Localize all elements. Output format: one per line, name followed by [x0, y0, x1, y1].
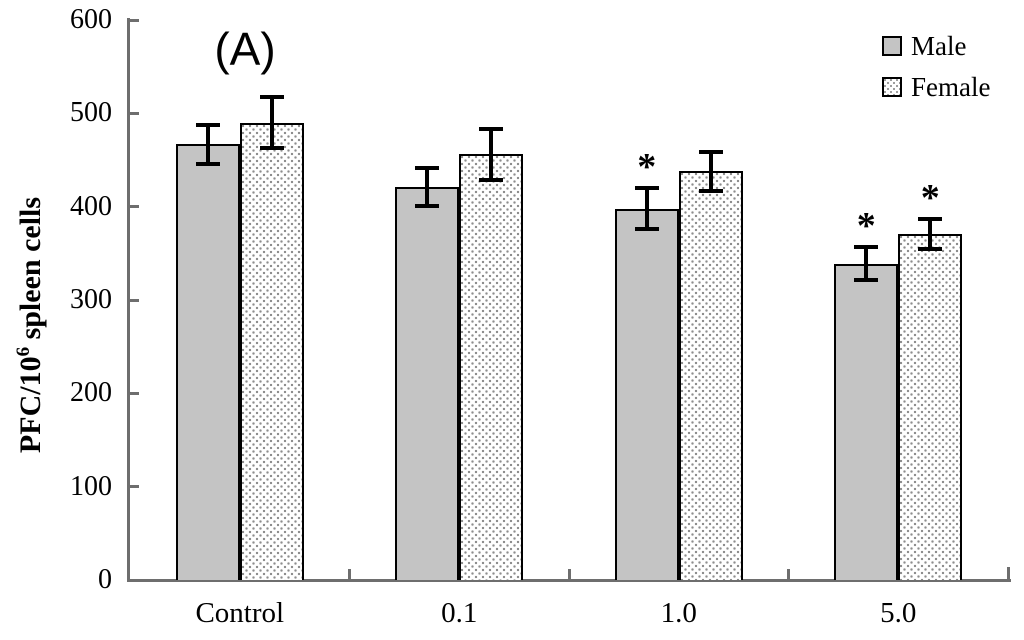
error-bar-male-0.1 — [425, 168, 430, 206]
x-category-label-0.1: 0.1 — [441, 597, 478, 629]
panel-label: (A) — [214, 23, 276, 75]
y-tick-label-600: 600 — [70, 4, 112, 35]
male-swatch-icon — [882, 36, 902, 56]
error-cap-top-female-Control — [259, 95, 284, 100]
y-tick-label-400: 400 — [70, 190, 112, 222]
error-bar-male-1.0 — [644, 188, 649, 230]
y-tick-mark-200 — [130, 391, 139, 395]
significance-marker-male-5.0: * — [856, 204, 876, 247]
legend-label-male: Male — [911, 30, 967, 61]
error-cap-bottom-male-5.0 — [854, 278, 879, 283]
x-category-label-1.0: 1.0 — [660, 597, 697, 629]
error-cap-bottom-female-5.0 — [918, 246, 943, 251]
legend: Male Female — [882, 30, 991, 115]
x-tick-mark-3 — [787, 569, 790, 579]
significance-marker-male-1.0: * — [637, 146, 657, 188]
legend-item-male: Male — [882, 30, 990, 61]
error-cap-bottom-male-0.1 — [415, 203, 440, 208]
legend-label-female: Female — [911, 71, 991, 102]
error-cap-bottom-male-Control — [195, 161, 220, 166]
error-bar-female-Control — [269, 97, 274, 148]
y-tick-label-200: 200 — [70, 377, 112, 409]
error-bar-male-5.0 — [864, 246, 869, 281]
error-cap-top-female-0.1 — [479, 127, 504, 132]
error-cap-top-male-5.0 — [854, 244, 879, 249]
y-axis-line — [127, 18, 130, 582]
bar-male-Control — [175, 144, 240, 580]
y-axis-title-superscript: 6 — [13, 346, 34, 357]
bar-male-1.0 — [614, 208, 679, 580]
error-bar-male-Control — [205, 124, 210, 164]
x-tick-mark-2 — [567, 569, 571, 579]
y-tick-label-0: 0 — [98, 564, 112, 595]
y-tick-mark-400 — [130, 205, 139, 209]
bar-male-0.1 — [395, 187, 460, 580]
bar-male-5.0 — [834, 263, 899, 580]
bar-female-0.1 — [459, 154, 524, 580]
bar-female-1.0 — [678, 171, 743, 580]
error-cap-top-male-Control — [195, 122, 220, 127]
error-bar-female-1.0 — [708, 151, 713, 191]
x-tick-mark-end — [1007, 567, 1010, 580]
y-tick-mark-300 — [130, 298, 139, 302]
x-category-label-Control: Control — [195, 597, 285, 629]
error-cap-top-female-5.0 — [918, 216, 943, 221]
x-category-label-5.0: 5.0 — [880, 597, 917, 629]
y-tick-mark-500 — [130, 111, 139, 115]
x-tick-mark-1 — [348, 569, 351, 579]
error-cap-top-female-1.0 — [698, 149, 723, 154]
y-tick-mark-600 — [130, 18, 139, 22]
y-tick-label-500: 500 — [70, 97, 112, 129]
error-cap-bottom-female-Control — [259, 145, 284, 150]
y-tick-label-300: 300 — [70, 284, 112, 315]
bar-female-5.0 — [898, 233, 963, 580]
x-axis-line — [127, 579, 1011, 582]
error-bar-female-0.1 — [489, 129, 494, 180]
y-tick-mark-100 — [130, 485, 139, 489]
error-cap-bottom-female-0.1 — [479, 177, 504, 182]
bar-female-Control — [239, 122, 304, 580]
error-cap-top-male-0.1 — [415, 166, 440, 171]
error-cap-bottom-male-1.0 — [634, 227, 659, 232]
error-cap-bottom-female-1.0 — [698, 188, 723, 193]
y-tick-label-100: 100 — [70, 470, 112, 502]
legend-item-female: Female — [882, 71, 991, 102]
female-swatch-icon — [882, 77, 902, 97]
error-cap-top-male-1.0 — [634, 186, 659, 190]
error-bar-female-5.0 — [928, 218, 933, 249]
significance-marker-female-5.0: * — [920, 176, 940, 219]
